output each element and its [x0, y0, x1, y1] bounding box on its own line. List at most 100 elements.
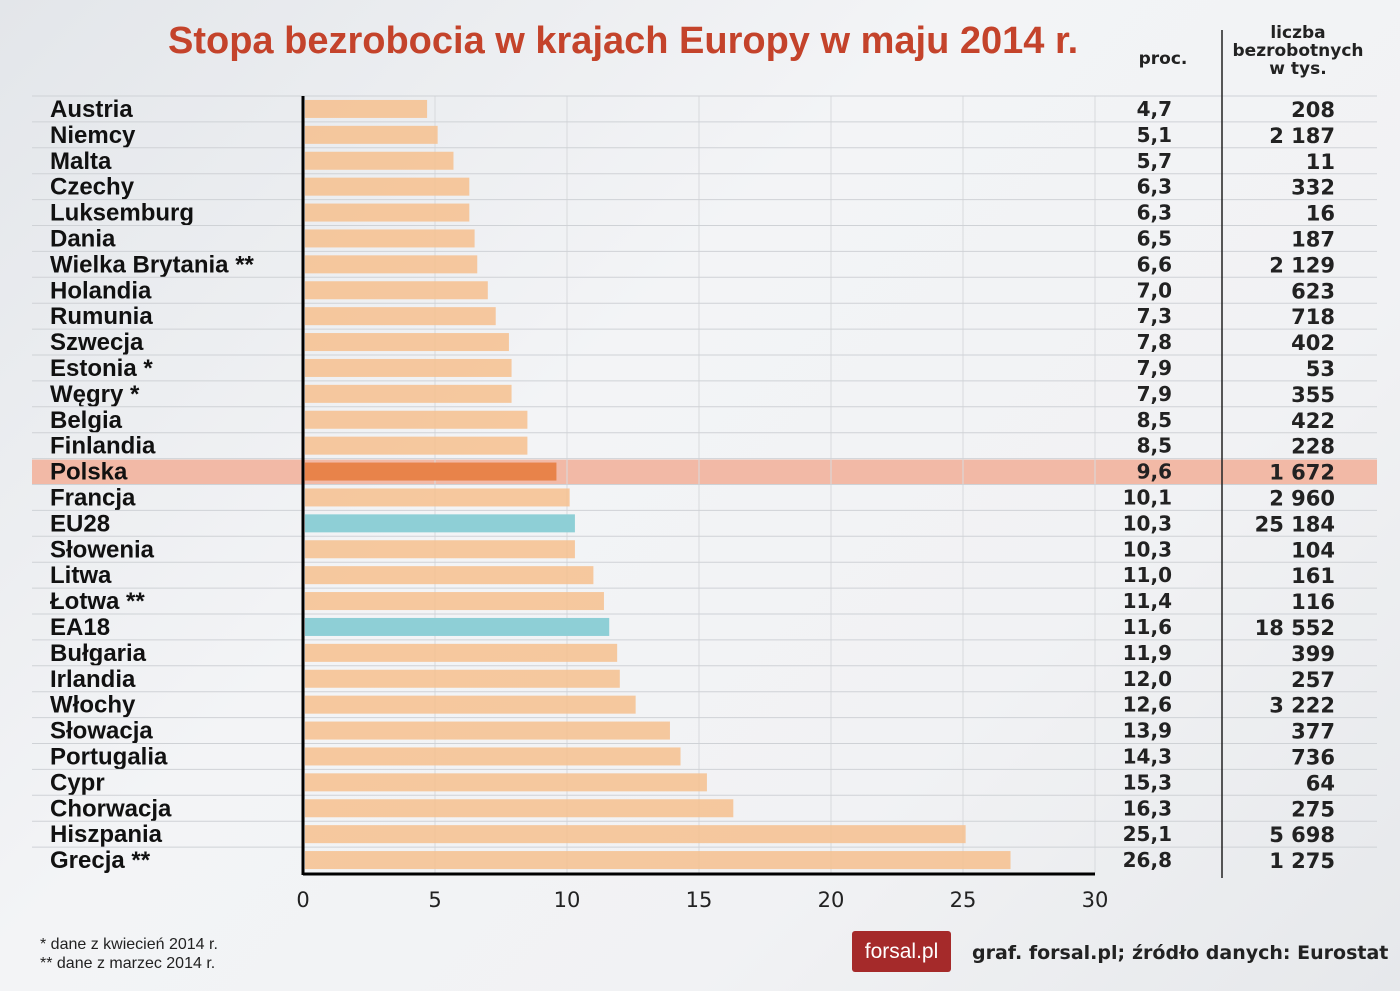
- bar-w-ochy: [305, 695, 636, 714]
- count-column-header: liczba bezrobotnych w tys.: [1232, 23, 1364, 79]
- value-label: 6,3: [1137, 175, 1172, 199]
- bar-wielka-brytania-: [305, 255, 478, 274]
- category-label: Słowacja: [50, 718, 153, 745]
- unemployed-count: 64: [1306, 771, 1335, 795]
- footnote-1: * dane z kwiecień 2014 r.: [40, 936, 218, 953]
- category-label: Szwecja: [50, 329, 144, 356]
- value-label: 6,6: [1137, 252, 1172, 276]
- unemployed-count: 187: [1291, 227, 1335, 251]
- bar-w-gry-: [305, 384, 512, 403]
- value-label: 11,4: [1123, 589, 1172, 613]
- value-label: 11,9: [1123, 641, 1172, 665]
- unemployed-count: 208: [1291, 98, 1335, 122]
- category-label: Francja: [50, 484, 136, 511]
- rate-column-header: proc.: [1138, 49, 1188, 69]
- unemployed-count: 1 672: [1269, 461, 1335, 485]
- unemployed-count: 25 184: [1255, 512, 1335, 536]
- value-label: 10,3: [1123, 537, 1172, 561]
- value-label: 11,0: [1123, 563, 1172, 587]
- unemployed-count: 3 222: [1269, 694, 1335, 718]
- category-label: Wielka Brytania **: [50, 251, 255, 278]
- value-label: 6,3: [1137, 201, 1172, 225]
- x-tick-label: 25: [950, 888, 977, 912]
- value-label: 25,1: [1123, 822, 1172, 846]
- unemployed-count: 161: [1291, 564, 1335, 588]
- bar-hiszpania: [305, 825, 966, 844]
- bar-austria: [305, 99, 428, 118]
- bar-bu-garia: [305, 643, 618, 662]
- category-label: Litwa: [50, 562, 112, 589]
- category-label: Estonia *: [50, 355, 153, 382]
- category-label: Polska: [50, 459, 128, 486]
- category-label: EA18: [50, 614, 110, 641]
- bar--otwa-: [305, 592, 604, 611]
- bar-s-owenia: [305, 540, 575, 559]
- category-label: Cypr: [50, 769, 105, 796]
- value-label: 6,5: [1137, 226, 1172, 250]
- bar-litwa: [305, 566, 594, 585]
- category-label: Hiszpania: [50, 821, 163, 848]
- value-label: 5,1: [1137, 123, 1172, 147]
- category-label: Dania: [50, 225, 116, 252]
- bar-polska: [305, 462, 557, 481]
- footnote-2: ** dane z marzec 2014 r.: [40, 955, 216, 972]
- bar-dania: [305, 229, 475, 248]
- value-label: 26,8: [1123, 848, 1172, 872]
- category-label: Słowenia: [50, 536, 155, 563]
- unemployed-count: 2 187: [1269, 124, 1335, 148]
- category-label: Belgia: [50, 407, 123, 434]
- unemployed-count: 399: [1291, 642, 1335, 666]
- category-label: Chorwacja: [50, 795, 172, 822]
- bar-niemcy: [305, 125, 438, 144]
- chart-title: Stopa bezrobocia w krajach Europy w maju…: [168, 20, 1079, 62]
- bar-luksemburg: [305, 203, 470, 222]
- source-text: źródło danych: Eurostat: [1132, 942, 1389, 964]
- unemployed-count: 228: [1291, 435, 1335, 459]
- bar-finlandia: [305, 436, 528, 455]
- unemployed-count: 377: [1291, 720, 1335, 744]
- unemployed-count: 736: [1291, 745, 1335, 769]
- category-label: Luksemburg: [50, 200, 194, 227]
- unemployed-count: 2 129: [1269, 253, 1335, 277]
- x-tick-label: 5: [428, 888, 441, 912]
- value-label: 13,9: [1123, 719, 1172, 743]
- category-label: Czechy: [50, 174, 135, 201]
- bar-ea18: [305, 617, 610, 636]
- category-label: Austria: [50, 96, 133, 123]
- category-label: Włochy: [50, 692, 136, 719]
- bar-irlandia: [305, 669, 620, 688]
- forsal-logo: forsal.pl: [852, 931, 951, 972]
- category-label: Irlandia: [50, 666, 136, 693]
- unemployed-count: 1 275: [1269, 849, 1335, 873]
- unemployed-count: 718: [1291, 305, 1335, 329]
- unemployed-count: 623: [1291, 279, 1335, 303]
- bar-czechy: [305, 177, 470, 196]
- x-tick-label: 20: [818, 888, 845, 912]
- category-label: EU28: [50, 510, 110, 537]
- credit-text: graf. forsal.pl;: [972, 942, 1126, 964]
- bar-chorwacja: [305, 799, 734, 818]
- bar-grecja-: [305, 851, 1011, 870]
- bar-portugalia: [305, 747, 681, 766]
- unemployed-count: 422: [1291, 409, 1335, 433]
- value-label: 7,3: [1137, 304, 1172, 328]
- value-label: 12,0: [1123, 667, 1172, 691]
- unemployed-count: 2 960: [1269, 486, 1335, 510]
- value-label: 8,5: [1137, 434, 1172, 458]
- bar-malta: [305, 151, 454, 170]
- x-tick-label: 10: [554, 888, 581, 912]
- value-label: 10,1: [1123, 485, 1172, 509]
- category-label: Holandia: [50, 277, 152, 304]
- category-label: Grecja **: [50, 847, 151, 874]
- category-label: Węgry *: [50, 381, 140, 408]
- value-label: 7,9: [1137, 356, 1172, 380]
- value-label: 9,6: [1137, 460, 1172, 484]
- highlight-band: [32, 459, 1377, 485]
- unemployed-count: 11: [1306, 150, 1335, 174]
- bar-estonia-: [305, 358, 512, 377]
- category-label: Bułgaria: [50, 640, 147, 667]
- category-label: Finlandia: [50, 433, 156, 460]
- value-label: 11,6: [1123, 615, 1172, 639]
- unemployed-count: 16: [1306, 202, 1335, 226]
